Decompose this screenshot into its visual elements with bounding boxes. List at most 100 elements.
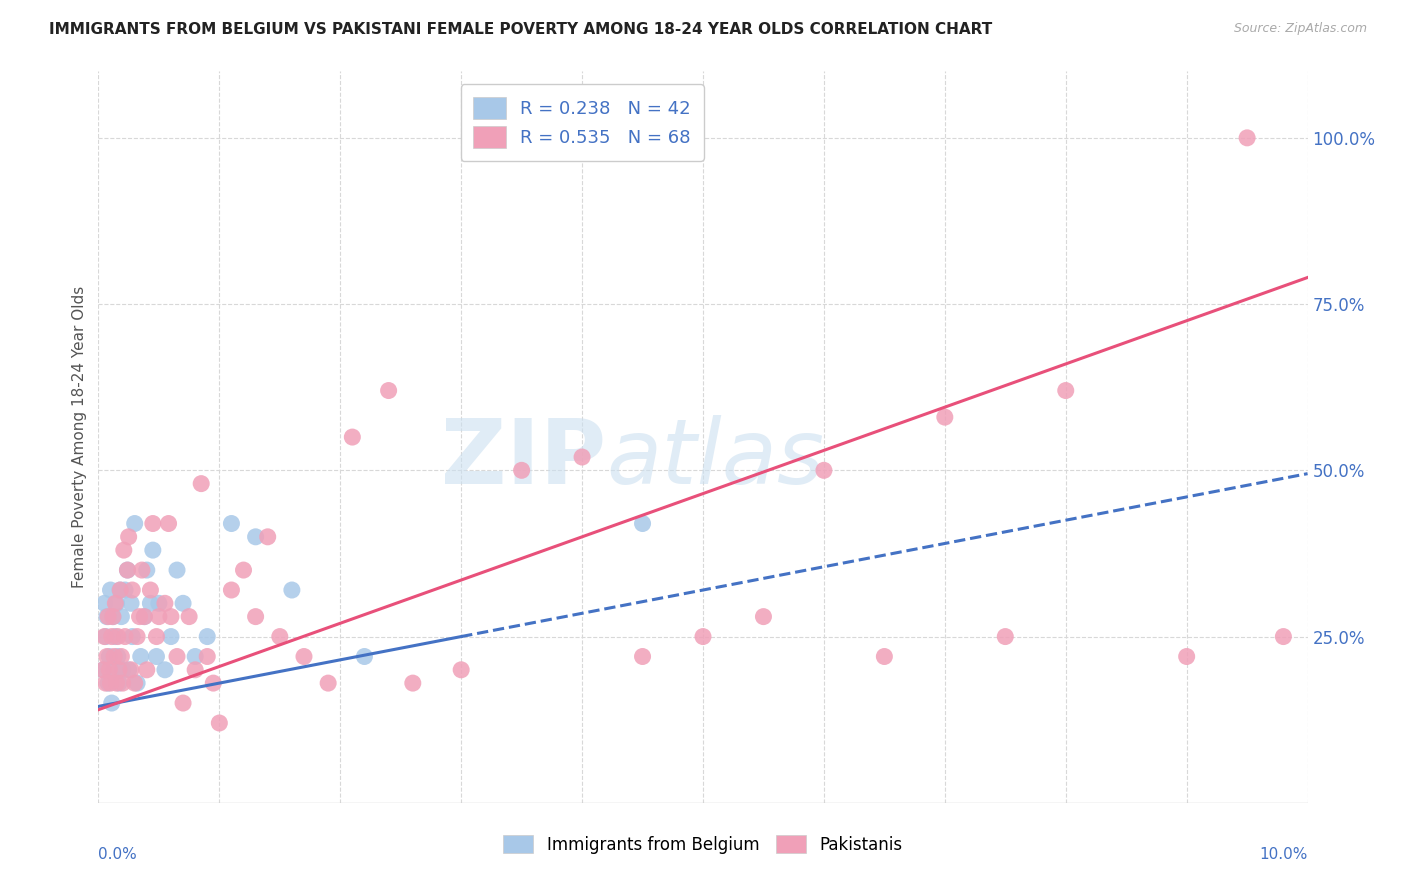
Point <box>97 609 120 624</box>
Point <box>145 630 167 644</box>
Point <box>1272 630 1295 644</box>
Point <box>377 384 399 398</box>
Text: atlas: atlas <box>606 415 824 503</box>
Point <box>153 663 176 677</box>
Point <box>873 649 896 664</box>
Point <box>121 582 143 597</box>
Point <box>221 582 243 597</box>
Point <box>179 609 201 624</box>
Point <box>145 649 167 664</box>
Point <box>184 663 207 677</box>
Legend: R = 0.238   N = 42, R = 0.535   N = 68: R = 0.238 N = 42, R = 0.535 N = 68 <box>461 84 703 161</box>
Point <box>142 543 165 558</box>
Point <box>91 663 114 677</box>
Point <box>245 530 267 544</box>
Point <box>104 630 127 644</box>
Point <box>232 563 254 577</box>
Point <box>117 563 139 577</box>
Point <box>172 696 194 710</box>
Point <box>631 649 654 664</box>
Point <box>128 609 150 624</box>
Point <box>104 596 127 610</box>
Point <box>135 563 157 577</box>
Point <box>100 696 122 710</box>
Point <box>184 649 207 664</box>
Point <box>105 596 128 610</box>
Point <box>103 663 125 677</box>
Text: 10.0%: 10.0% <box>1260 847 1308 862</box>
Point <box>135 663 157 677</box>
Text: ZIP: ZIP <box>441 415 606 503</box>
Point <box>107 649 129 664</box>
Point <box>120 663 142 677</box>
Point <box>631 516 654 531</box>
Point <box>93 596 115 610</box>
Point <box>202 676 225 690</box>
Text: Source: ZipAtlas.com: Source: ZipAtlas.com <box>1233 22 1367 36</box>
Point <box>281 582 304 597</box>
Point <box>221 516 243 531</box>
Point <box>1054 384 1077 398</box>
Point <box>124 676 146 690</box>
Point <box>139 582 162 597</box>
Point <box>98 663 121 677</box>
Point <box>114 630 136 644</box>
Point <box>124 516 146 531</box>
Point <box>269 630 291 644</box>
Point <box>108 582 131 597</box>
Point <box>96 609 118 624</box>
Point <box>127 676 149 690</box>
Point <box>571 450 593 464</box>
Point <box>108 582 131 597</box>
Point <box>148 609 170 624</box>
Point <box>195 630 218 644</box>
Point <box>93 630 115 644</box>
Point <box>118 530 141 544</box>
Point <box>316 676 339 690</box>
Point <box>245 609 267 624</box>
Point <box>108 663 131 677</box>
Point <box>190 476 212 491</box>
Point <box>153 596 176 610</box>
Point <box>114 582 136 597</box>
Point <box>110 609 132 624</box>
Point <box>134 609 156 624</box>
Point <box>402 676 425 690</box>
Point <box>139 596 162 610</box>
Point <box>120 596 142 610</box>
Point <box>97 676 120 690</box>
Point <box>112 543 135 558</box>
Point <box>934 410 956 425</box>
Point <box>105 676 128 690</box>
Point <box>111 663 134 677</box>
Point <box>94 676 117 690</box>
Point <box>131 563 153 577</box>
Point <box>166 649 188 664</box>
Point <box>148 596 170 610</box>
Point <box>208 716 231 731</box>
Point <box>692 630 714 644</box>
Point <box>117 563 139 577</box>
Point <box>195 649 218 664</box>
Point <box>342 430 364 444</box>
Point <box>256 530 278 544</box>
Text: IMMIGRANTS FROM BELGIUM VS PAKISTANI FEMALE POVERTY AMONG 18-24 YEAR OLDS CORREL: IMMIGRANTS FROM BELGIUM VS PAKISTANI FEM… <box>49 22 993 37</box>
Point <box>107 630 129 644</box>
Point <box>108 676 131 690</box>
Point <box>110 649 132 664</box>
Point <box>160 609 183 624</box>
Point <box>166 563 188 577</box>
Point <box>994 630 1017 644</box>
Point <box>172 596 194 610</box>
Point <box>101 609 124 624</box>
Point <box>98 649 121 664</box>
Point <box>100 630 122 644</box>
Point <box>94 630 117 644</box>
Point <box>142 516 165 531</box>
Y-axis label: Female Poverty Among 18-24 Year Olds: Female Poverty Among 18-24 Year Olds <box>72 286 87 588</box>
Point <box>100 676 122 690</box>
Point <box>111 676 134 690</box>
Point <box>96 649 118 664</box>
Point <box>160 630 183 644</box>
Point <box>129 649 152 664</box>
